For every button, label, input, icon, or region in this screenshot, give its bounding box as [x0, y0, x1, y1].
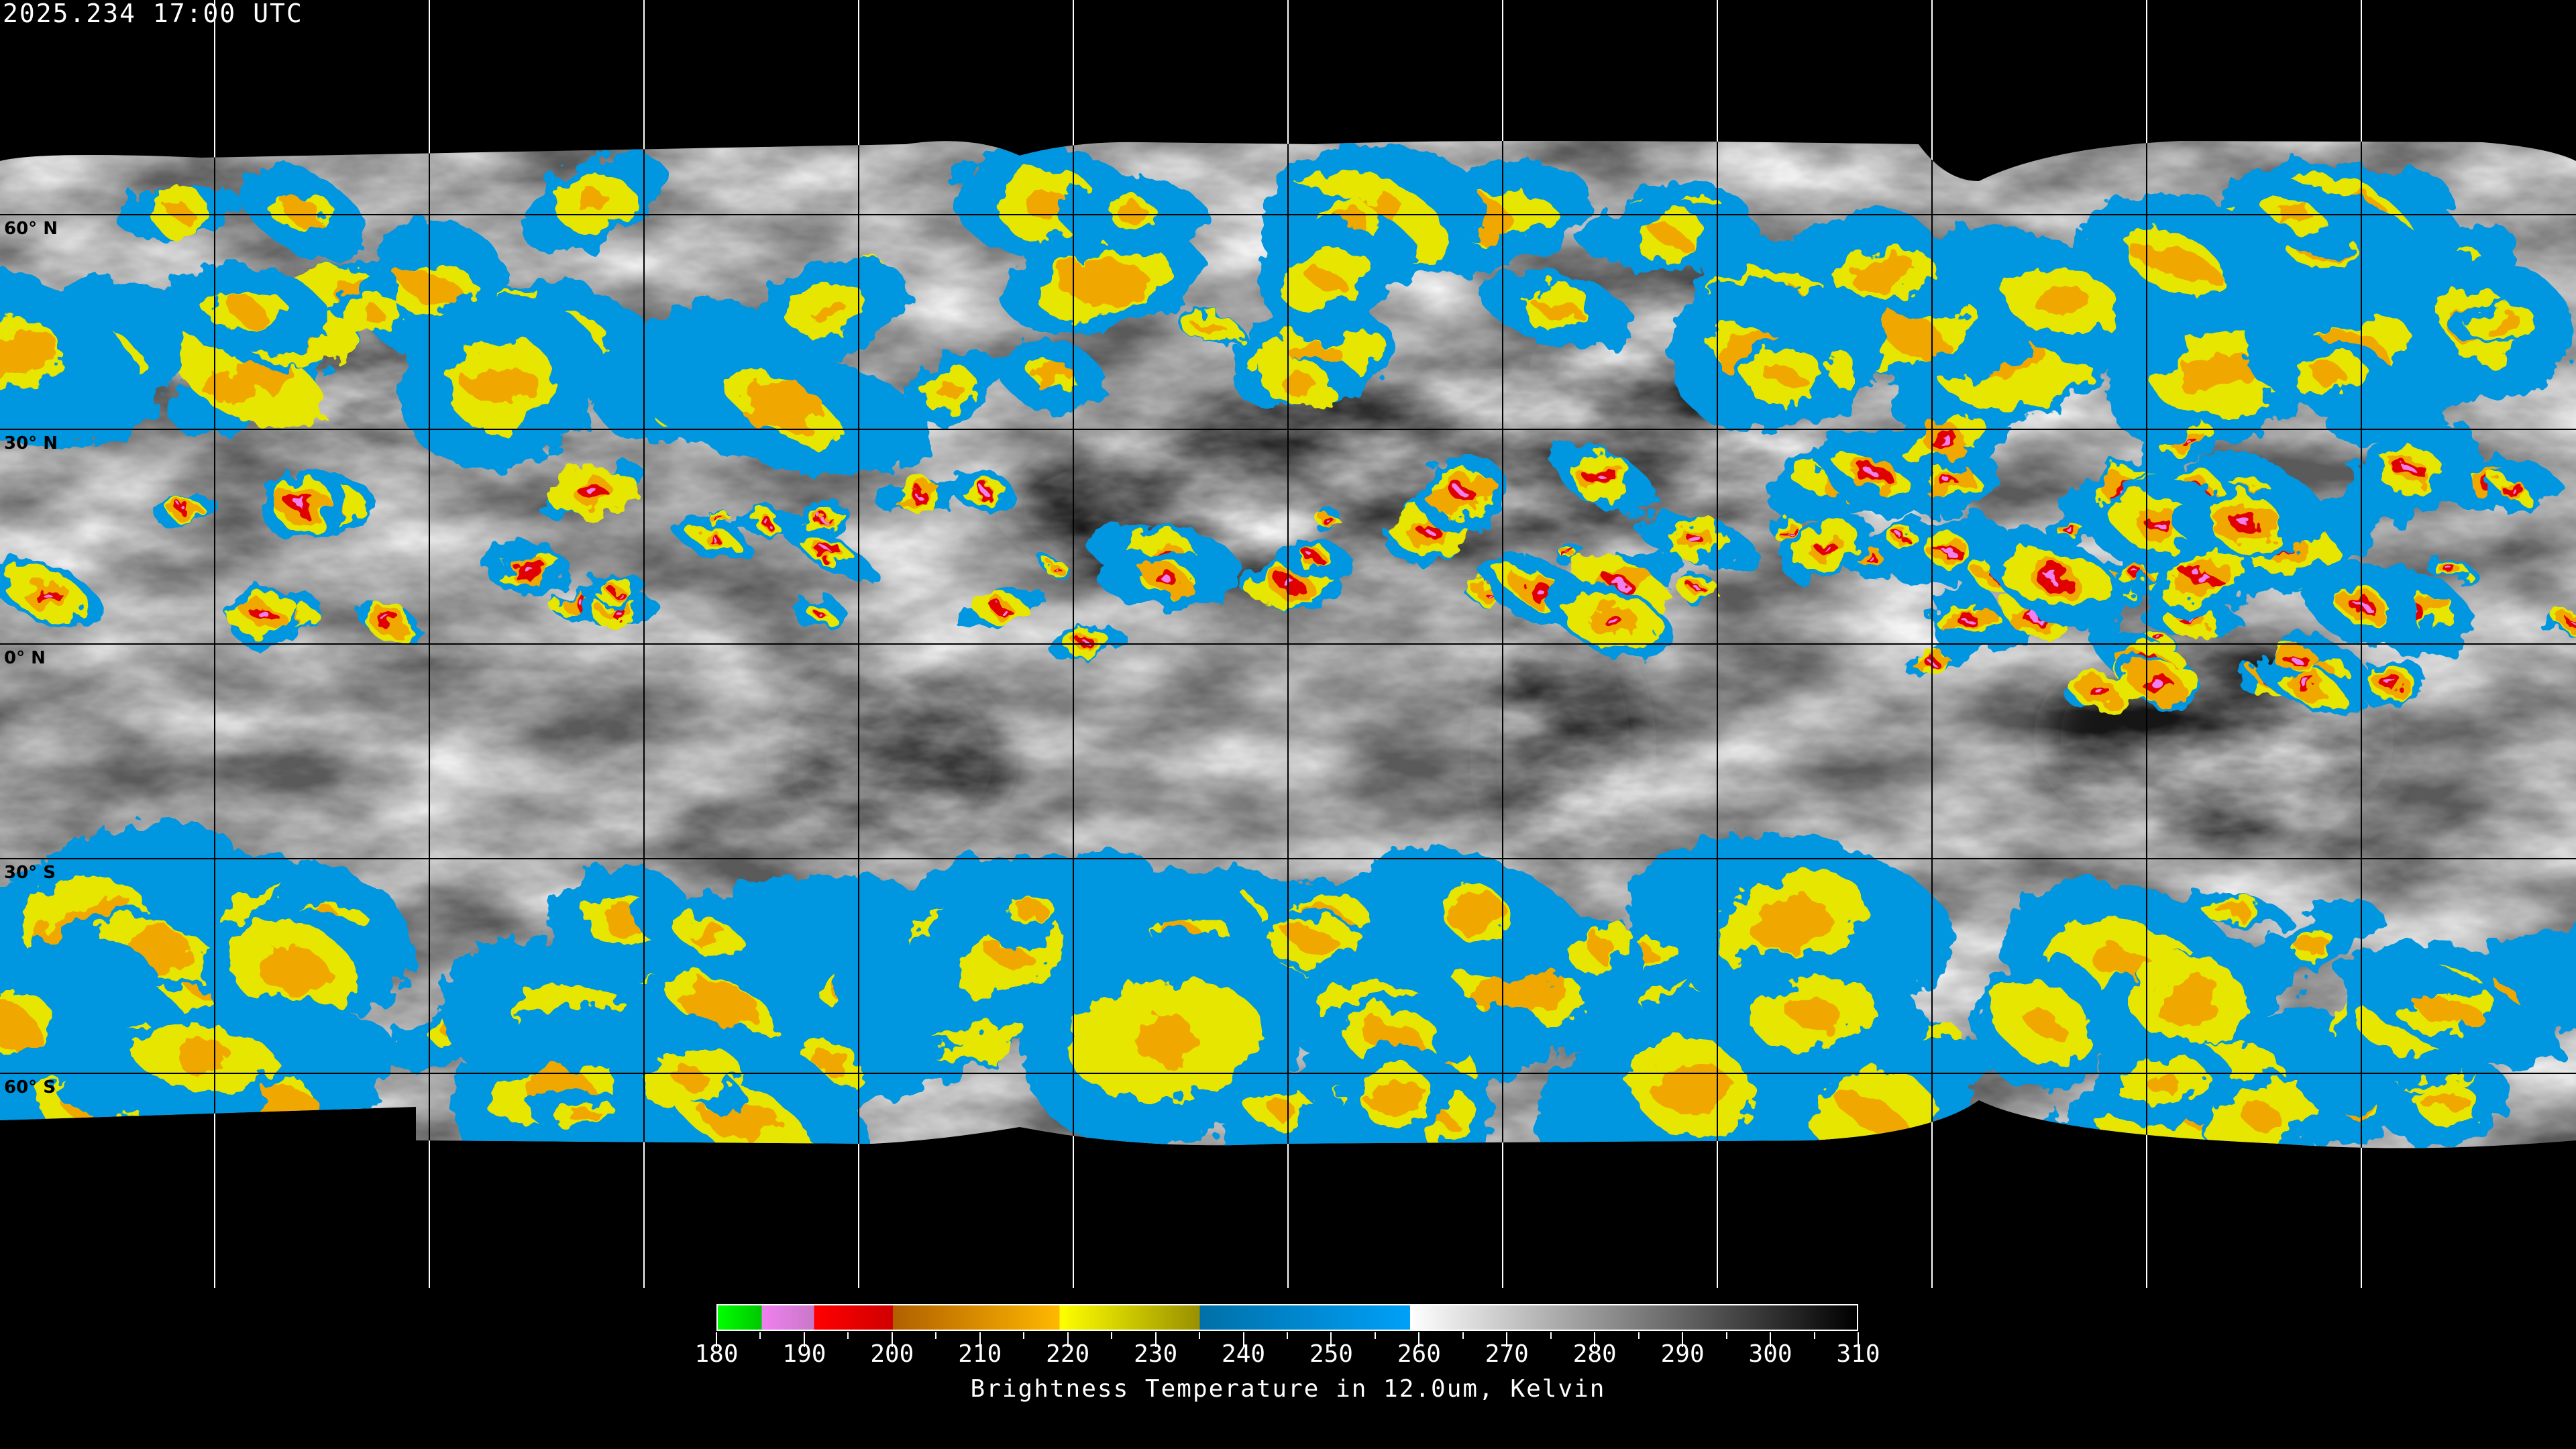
- timestamp: 2025.234 17:00 UTC: [3, 0, 303, 28]
- colorbar-tick-label: 190: [782, 1340, 826, 1368]
- colorbar-tick: [1770, 1332, 1772, 1347]
- colorbar-tick: [1418, 1332, 1420, 1347]
- latitude-label: 0° N: [4, 648, 46, 668]
- colorbar-tick: [1111, 1332, 1113, 1339]
- colorbar-tick: [1638, 1332, 1640, 1339]
- colorbar-tick: [1725, 1332, 1727, 1339]
- colorbar-tick: [1067, 1332, 1069, 1347]
- colorbar-tick: [1242, 1332, 1244, 1347]
- graticule-image: [0, 141, 2576, 1148]
- colorbar-tick: [979, 1332, 981, 1347]
- colorbar-tick-label: 220: [1046, 1340, 1090, 1368]
- colorbar-tick: [716, 1332, 717, 1347]
- colorbar-tick: [1023, 1332, 1025, 1339]
- colorbar: [716, 1304, 1858, 1331]
- colorbar-tick: [1858, 1332, 1859, 1347]
- colorbar-tick: [1330, 1332, 1332, 1347]
- colorbar-tick: [847, 1332, 849, 1339]
- colorbar-tick-label: 310: [1836, 1340, 1880, 1368]
- colorbar-tick-label: 260: [1397, 1340, 1441, 1368]
- latitude-label: 60° N: [4, 219, 58, 239]
- colorbar-tick: [1550, 1332, 1552, 1339]
- colorbar-tick: [759, 1332, 761, 1339]
- brightness-temperature-image: [0, 141, 2576, 1148]
- colorbar-tick: [891, 1332, 893, 1347]
- colorbar-tick: [1287, 1332, 1288, 1339]
- latitude-label: 60° S: [4, 1077, 56, 1097]
- colorbar-tick-label: 270: [1485, 1340, 1529, 1368]
- colorbar-tick: [1813, 1332, 1815, 1339]
- colorbar-tick: [1506, 1332, 1508, 1347]
- colorbar-tick-label: 230: [1134, 1340, 1178, 1368]
- colorbar-tick-label: 300: [1748, 1340, 1792, 1368]
- colorbar-tick: [1155, 1332, 1157, 1347]
- colorbar-tick: [1682, 1332, 1684, 1347]
- latitude-label: 30° N: [4, 433, 58, 453]
- colorbar-tick-label: 210: [958, 1340, 1002, 1368]
- colorbar-tick: [1199, 1332, 1201, 1339]
- colorbar-tick-label: 240: [1222, 1340, 1266, 1368]
- colorbar-tick: [1594, 1332, 1596, 1347]
- colorbar-tick: [1462, 1332, 1464, 1339]
- colorbar-tick-label: 200: [870, 1340, 914, 1368]
- colorbar-tick: [1374, 1332, 1376, 1339]
- colorbar-tick-label: 280: [1572, 1340, 1617, 1368]
- satellite-map: [0, 0, 2576, 1288]
- latitude-label: 30° S: [4, 863, 56, 883]
- colorbar-tick: [803, 1332, 805, 1347]
- colorbar-title: Brightness Temperature in 12.0um, Kelvin: [970, 1375, 1606, 1403]
- colorbar-tick-label: 290: [1660, 1340, 1705, 1368]
- colorbar-tick: [935, 1332, 937, 1339]
- colorbar-tick-label: 250: [1309, 1340, 1353, 1368]
- colorbar-tick-label: 180: [694, 1340, 739, 1368]
